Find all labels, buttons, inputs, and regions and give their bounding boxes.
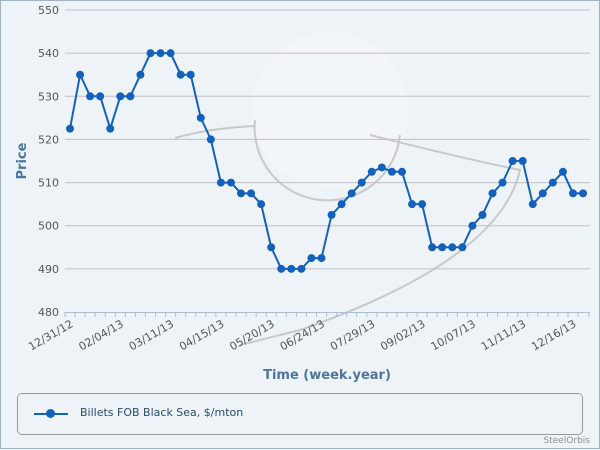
data-point <box>247 189 256 198</box>
data-point <box>387 167 396 176</box>
data-point <box>136 70 145 79</box>
data-point <box>307 254 316 263</box>
x-tick-label: 12/16/13 <box>529 317 578 353</box>
data-point <box>438 243 447 252</box>
data-point <box>357 178 366 187</box>
data-point <box>347 189 356 198</box>
data-point <box>317 254 326 263</box>
y-tick-label: 480 <box>38 306 59 319</box>
data-point <box>528 200 537 209</box>
data-point <box>156 49 165 58</box>
data-point <box>66 124 74 133</box>
x-tick-label: 02/04/13 <box>77 317 126 353</box>
data-point <box>226 178 235 187</box>
data-point <box>508 157 517 165</box>
data-point <box>367 167 376 176</box>
legend-dot-marker <box>46 409 55 418</box>
data-point <box>106 124 115 133</box>
data-point <box>297 264 306 273</box>
legend-label: Billets FOB Black Sea, $/mton <box>80 406 244 419</box>
y-tick-label: 490 <box>38 263 59 276</box>
y-tick-label: 510 <box>38 177 59 190</box>
data-point <box>548 178 557 187</box>
watermark <box>174 32 522 346</box>
data-point <box>337 200 346 209</box>
data-point <box>448 243 457 252</box>
data-point <box>86 92 95 101</box>
data-point <box>176 70 185 79</box>
y-axis-title: Price <box>15 142 30 179</box>
data-point <box>418 200 427 209</box>
x-tick-label: 07/29/13 <box>328 317 377 353</box>
data-point <box>397 167 406 176</box>
data-point <box>146 49 155 58</box>
data-point <box>277 264 286 273</box>
data-point <box>327 210 336 219</box>
data-point <box>196 113 205 122</box>
data-point <box>206 135 215 144</box>
data-point <box>186 70 195 79</box>
series-line <box>69 52 584 270</box>
y-tick-label: 500 <box>38 220 59 233</box>
y-tick-label: 520 <box>38 133 59 146</box>
data-point <box>498 178 507 187</box>
data-point <box>518 157 527 165</box>
data-point <box>408 200 417 209</box>
x-axis-title: Time (week.year) <box>263 368 391 383</box>
data-point <box>216 178 225 187</box>
x-tick-label: 04/15/13 <box>177 317 226 353</box>
x-tick-label: 06/24/13 <box>278 317 327 353</box>
data-point <box>468 221 477 230</box>
data-point <box>76 70 85 79</box>
data-point <box>579 189 588 198</box>
data-point <box>377 163 386 172</box>
credit-text[interactable]: SteelOrbis <box>543 436 590 446</box>
data-point <box>116 92 125 101</box>
x-tick-label: 12/31/12 <box>26 317 75 353</box>
data-point <box>257 200 266 209</box>
data-point <box>488 189 497 198</box>
data-point <box>558 167 567 176</box>
data-point <box>96 92 105 101</box>
data-point <box>428 243 437 252</box>
data-point <box>267 243 276 252</box>
legend[interactable]: Billets FOB Black Sea, $/mton <box>17 393 583 435</box>
x-tick-label: 10/07/13 <box>429 317 478 353</box>
data-point <box>166 49 175 58</box>
x-tick-label: 11/11/13 <box>479 317 528 353</box>
data-point <box>237 189 246 198</box>
data-point <box>569 189 577 198</box>
data-point <box>458 243 467 252</box>
data-point <box>478 210 487 219</box>
x-tick-label: 03/11/13 <box>127 317 176 353</box>
y-tick-label: 550 <box>38 4 59 17</box>
x-tick-label: 05/20/13 <box>227 317 276 353</box>
x-tick-label: 09/02/13 <box>378 317 427 353</box>
data-point <box>287 264 296 273</box>
data-point <box>126 92 135 101</box>
y-tick-label: 540 <box>38 47 59 60</box>
y-tick-label: 530 <box>38 90 59 103</box>
data-point <box>538 189 547 198</box>
